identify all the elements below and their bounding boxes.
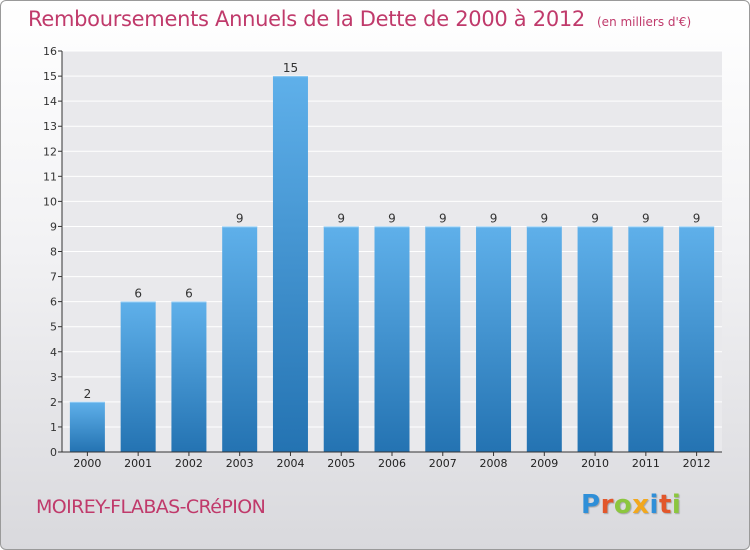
bar — [425, 226, 461, 452]
y-tick-label: 7 — [50, 271, 57, 284]
y-tick-label: 11 — [43, 170, 57, 183]
y-tick-label: 15 — [43, 70, 57, 83]
data-label: 9 — [693, 211, 701, 225]
bar — [222, 226, 258, 452]
y-tick-label: 2 — [50, 396, 57, 409]
x-tick-label: 2005 — [327, 457, 355, 470]
data-label: 9 — [439, 211, 447, 225]
bar — [679, 226, 715, 452]
logo-letter: i — [649, 490, 659, 520]
x-tick-label: 2008 — [480, 457, 508, 470]
y-tick-label: 9 — [50, 220, 57, 233]
data-label: 15 — [283, 61, 298, 75]
x-tick-label: 2011 — [632, 457, 660, 470]
data-label: 9 — [490, 211, 498, 225]
data-label: 9 — [388, 211, 396, 225]
logo-letter: i — [671, 490, 682, 520]
x-tick-label: 2012 — [683, 457, 711, 470]
y-tick-label: 8 — [50, 246, 57, 259]
logo-letter: P — [581, 490, 601, 520]
x-tick-label: 2006 — [378, 457, 406, 470]
y-tick-label: 6 — [50, 296, 57, 309]
y-tick-label: 4 — [50, 346, 57, 359]
x-tick-label: 2001 — [124, 457, 152, 470]
y-tick-label: 14 — [43, 95, 57, 108]
chart-subtitle: (en milliers d'€) — [597, 15, 692, 29]
chart-title-text: Remboursements Annuels de la Dette de 20… — [28, 7, 585, 31]
bar — [69, 401, 105, 452]
bar — [323, 226, 359, 452]
y-tick-label: 12 — [43, 145, 57, 158]
x-tick-label: 2002 — [175, 457, 203, 470]
bar — [628, 226, 664, 452]
chart-title: Remboursements Annuels de la Dette de 20… — [28, 7, 691, 31]
x-tick-label: 2000 — [73, 457, 101, 470]
x-tick-label: 2007 — [429, 457, 457, 470]
data-label: 9 — [236, 211, 244, 225]
bar — [272, 76, 308, 452]
y-tick-label: 5 — [50, 321, 57, 334]
bar — [171, 301, 207, 452]
data-label: 2 — [84, 387, 92, 401]
x-tick-label: 2010 — [581, 457, 609, 470]
data-label: 6 — [134, 287, 142, 301]
town-name: MOIREY-FLABAS-CRéPION — [36, 496, 266, 518]
logo-letter: o — [613, 490, 633, 520]
y-tick-label: 1 — [50, 421, 57, 434]
logo-letter: r — [600, 490, 614, 520]
bar — [476, 226, 512, 452]
proxiti-logo: Proxiti — [581, 490, 681, 520]
x-tick-label: 2009 — [530, 457, 558, 470]
data-label: 9 — [337, 211, 345, 225]
bar — [374, 226, 410, 452]
data-label: 9 — [540, 211, 548, 225]
y-tick-label: 16 — [43, 45, 57, 58]
data-label: 6 — [185, 287, 193, 301]
plot-area: 0123456789101112131415162200062001620029… — [43, 45, 722, 470]
y-tick-label: 10 — [43, 195, 57, 208]
data-label: 9 — [591, 211, 599, 225]
bar — [526, 226, 562, 452]
bar — [577, 226, 613, 452]
logo-letter: t — [658, 490, 672, 520]
x-tick-label: 2004 — [276, 457, 304, 470]
bar — [120, 301, 156, 452]
x-tick-label: 2003 — [226, 457, 254, 470]
y-tick-label: 3 — [50, 371, 57, 384]
y-tick-label: 13 — [43, 120, 57, 133]
y-tick-label: 0 — [50, 446, 57, 459]
logo-letter: x — [632, 490, 650, 520]
data-label: 9 — [642, 211, 650, 225]
